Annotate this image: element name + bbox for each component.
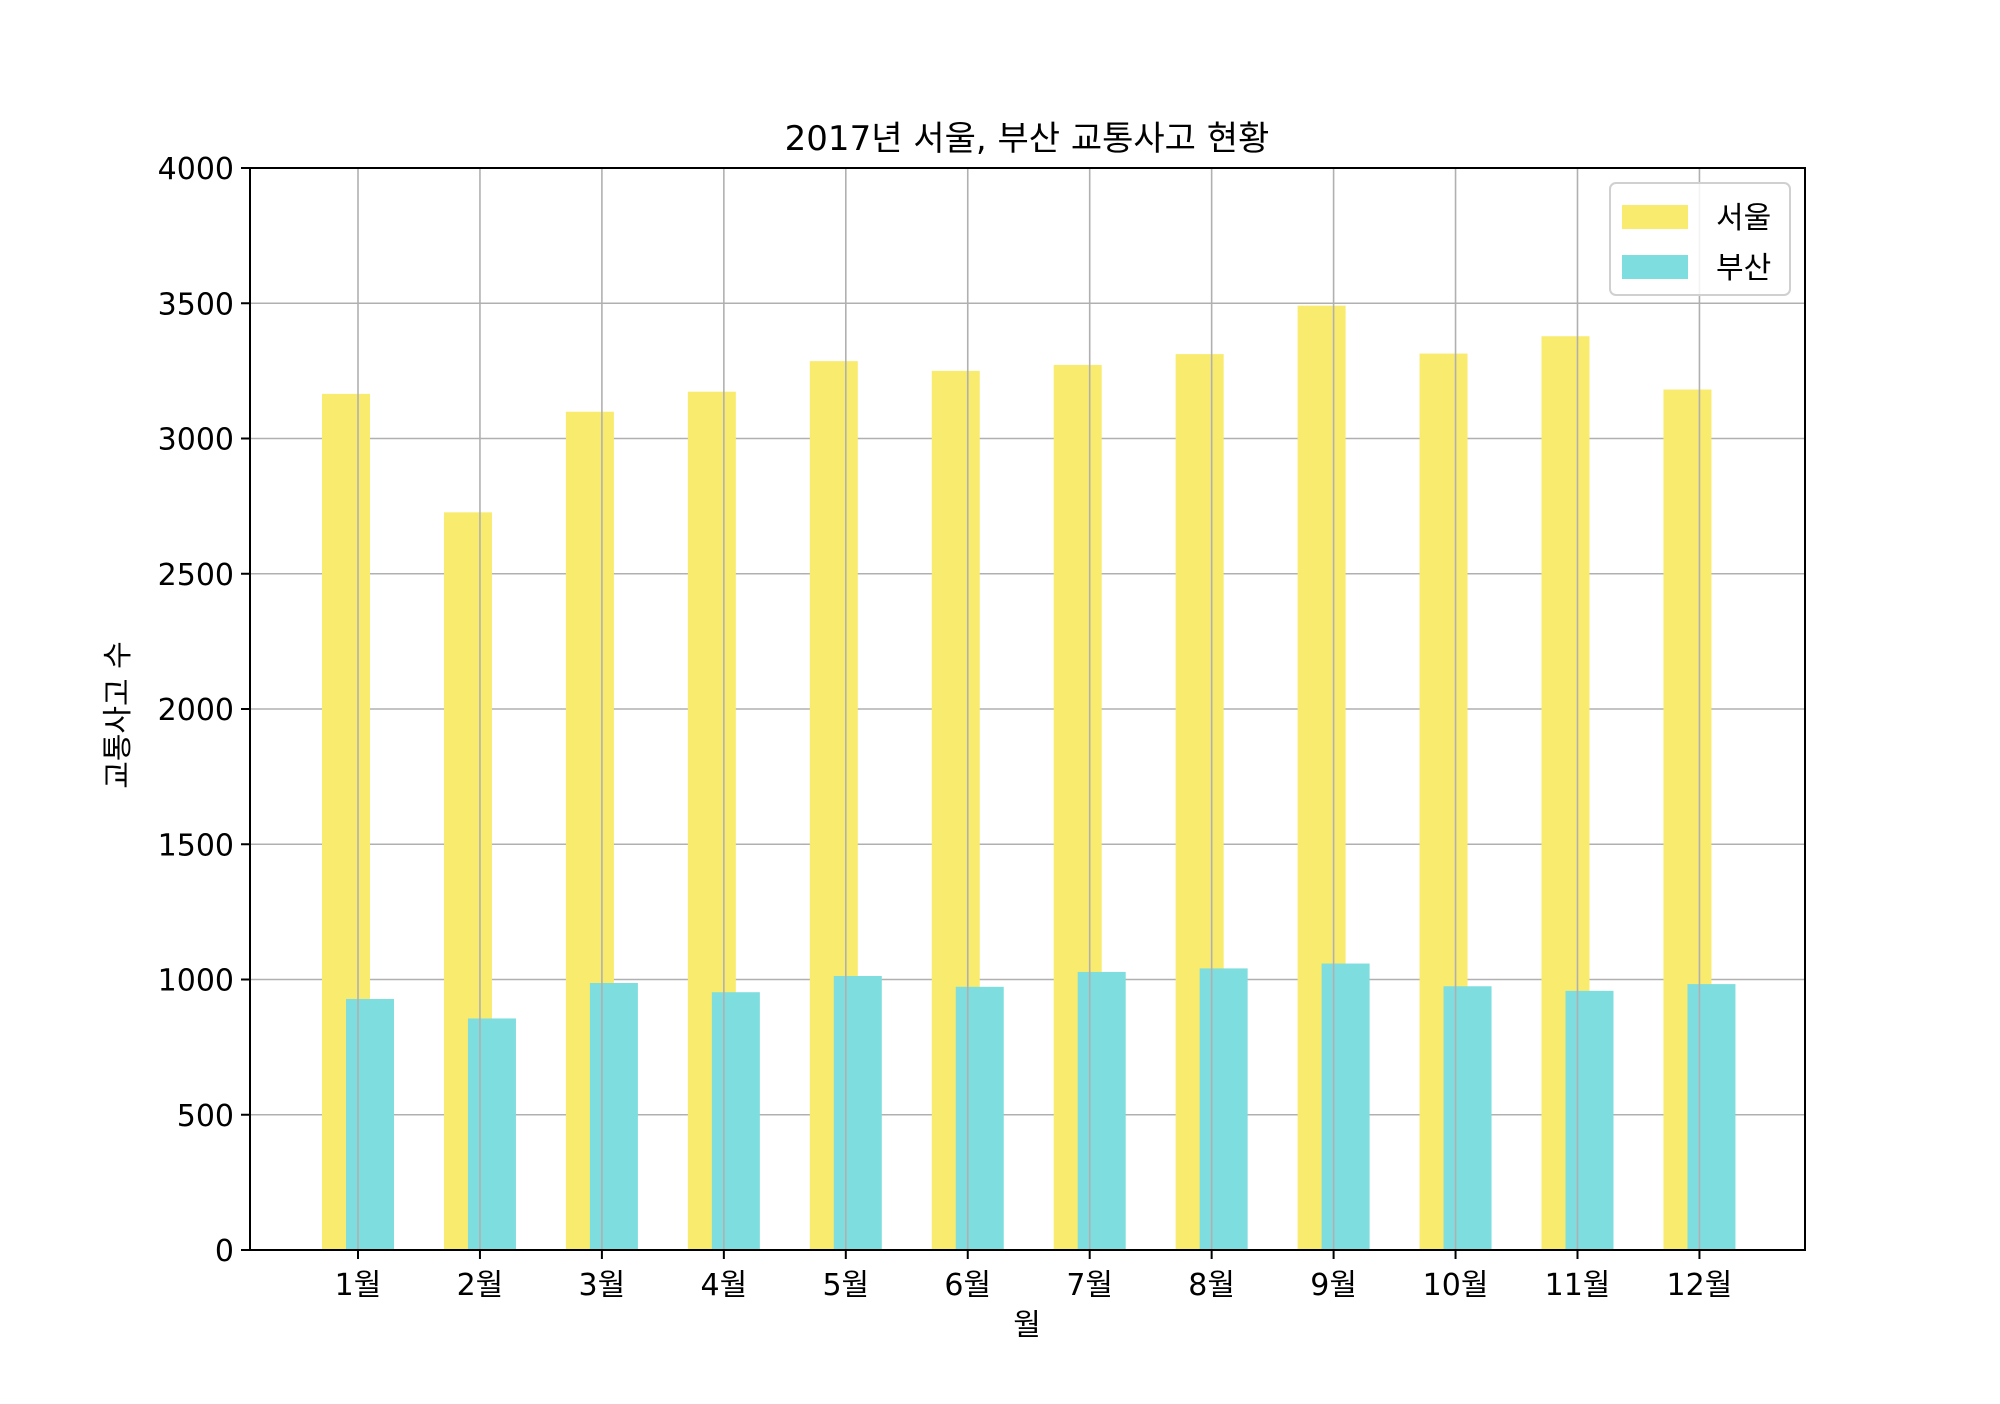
- x-tick-label: 2월: [457, 1268, 504, 1303]
- x-tick-label: 1월: [335, 1268, 382, 1303]
- bar-series2: [590, 983, 638, 1250]
- bar-series2: [346, 999, 394, 1250]
- y-tick-label: 500: [177, 1099, 234, 1134]
- bar-series2: [956, 987, 1004, 1250]
- bar-series2: [1444, 986, 1492, 1250]
- bar-series2: [1322, 964, 1370, 1250]
- chart-title: 2017년 서울, 부산 교통사고 현황: [785, 119, 1270, 159]
- y-tick-label: 1000: [158, 964, 234, 999]
- y-axis-label: 교통사고 수: [101, 641, 136, 789]
- x-tick-label: 11월: [1545, 1268, 1611, 1303]
- x-tick-label: 4월: [701, 1268, 748, 1303]
- legend-swatch: [1622, 255, 1688, 279]
- bar-series2: [468, 1018, 516, 1250]
- bar-series2: [712, 992, 760, 1250]
- bar-series2: [1566, 991, 1614, 1250]
- y-tick-label: 2000: [158, 693, 234, 728]
- y-tick-label: 2500: [158, 558, 234, 593]
- x-tick-label: 9월: [1310, 1268, 1357, 1303]
- y-tick-label: 3500: [158, 287, 234, 322]
- legend-label: 서울: [1716, 201, 1771, 236]
- x-tick-label: 3월: [579, 1268, 626, 1303]
- x-tick-label: 10월: [1423, 1268, 1489, 1303]
- y-tick-label: 3000: [158, 423, 234, 458]
- x-tick-label: 5월: [822, 1268, 869, 1303]
- y-tick-label: 1500: [158, 828, 234, 863]
- y-tick-label: 0: [215, 1234, 234, 1269]
- x-tick-label: 12월: [1667, 1268, 1733, 1303]
- bar-series2: [1200, 968, 1248, 1250]
- x-tick-label: 6월: [944, 1268, 991, 1303]
- bar-series2: [1078, 972, 1126, 1250]
- y-tick-label: 4000: [158, 152, 234, 187]
- legend-swatch: [1622, 205, 1688, 229]
- x-tick-label: 7월: [1066, 1268, 1113, 1303]
- bar-series2: [1687, 984, 1735, 1250]
- x-axis-label: 월: [1013, 1308, 1041, 1343]
- x-tick-label: 8월: [1188, 1268, 1235, 1303]
- bar-series2: [834, 976, 882, 1250]
- legend-label: 부산: [1716, 251, 1771, 286]
